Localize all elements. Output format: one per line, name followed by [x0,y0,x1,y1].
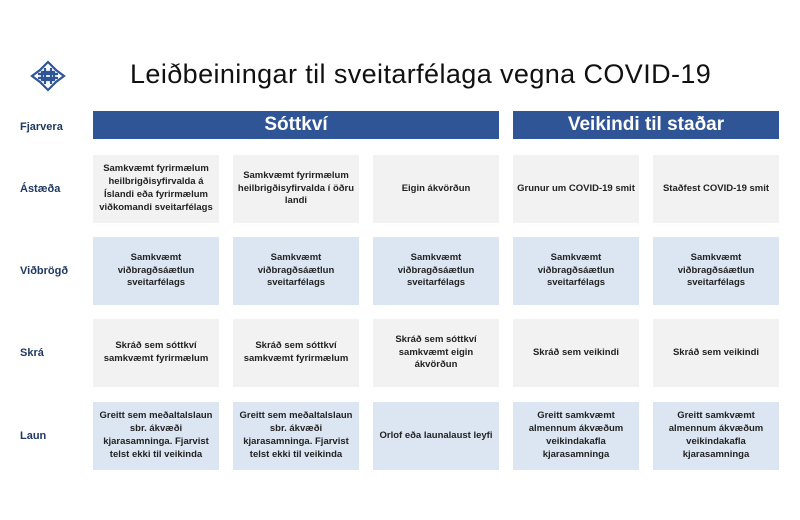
table-cell: Greitt sem meðaltalslaun sbr. ákvæði kja… [93,402,219,470]
page-title: Leiðbeiningar til sveitarfélaga vegna CO… [130,59,712,89]
table-cell: Greitt samkvæmt almennum ákvæðum veikind… [513,402,639,470]
table-cell: Orlof eða launalaust leyfi [373,402,499,470]
table-cell: Samkvæmt viðbragðsáætlun sveitarfélags [373,237,499,305]
table-cell: Samkvæmt viðbragðsáætlun sveitarfélags [93,237,219,305]
table-cell: Grunur um COVID-19 smit [513,155,639,223]
table-cell: Skráð sem sóttkví samkvæmt eigin ákvörðu… [373,319,499,387]
table-cell: Samkvæmt viðbragðsáætlun sveitarfélags [513,237,639,305]
table-cell: Skráð sem veikindi [513,319,639,387]
table-cell: Skráð sem sóttkví samkvæmt fyrirmælum [233,319,359,387]
row-label-vidbrogd: Viðbrögð [20,265,69,277]
table-cell: Eigin ákvörðun [373,155,499,223]
table-cell: Staðfest COVID-19 smit [653,155,779,223]
header-sottkvi: Sóttkví [93,111,499,139]
table-cell: Greitt samkvæmt almennum ákvæðum veikind… [653,402,779,470]
table-cell: Samkvæmt viðbragðsáætlun sveitarfélags [653,237,779,305]
row-label-fjarvera: Fjarvera [20,121,63,133]
table-cell: Samkvæmt fyrirmælum heilbrigðisyfirvalda… [233,155,359,223]
table-cell: Greitt sem meðaltalslaun sbr. ákvæði kja… [233,402,359,470]
header-veikindi: Veikindi til staðar [513,111,779,139]
table-cell: Skráð sem sóttkví samkvæmt fyrirmælum [93,319,219,387]
row-label-astaeda: Ástæða [20,183,61,195]
row-label-skra: Skrá [20,347,44,359]
table-cell: Samkvæmt fyrirmælum heilbrigðisyfirvalda… [93,155,219,223]
table-cell: Skráð sem veikindi [653,319,779,387]
logo-icon [30,60,66,92]
table-cell: Samkvæmt viðbragðsáætlun sveitarfélags [233,237,359,305]
row-label-laun: Laun [20,430,47,442]
